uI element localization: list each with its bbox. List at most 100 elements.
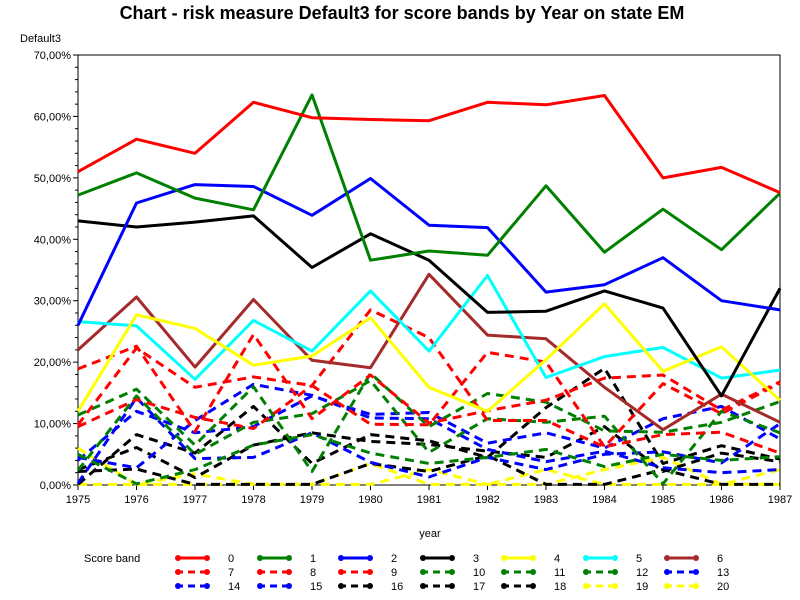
legend-item-16: 16 (338, 581, 403, 593)
legend-item-9: 9 (338, 567, 397, 579)
legend-marker (367, 569, 373, 575)
x-tick-label: 1978 (241, 494, 265, 506)
legend-label-4: 4 (554, 553, 560, 565)
legend-marker (257, 569, 263, 575)
legend-marker (693, 569, 699, 575)
legend-item-0: 0 (175, 553, 234, 565)
x-tick-label: 1987 (768, 494, 792, 506)
legend-marker (175, 583, 181, 589)
series-line-11 (76, 379, 781, 486)
y-tick-label: 40,00% (34, 234, 72, 246)
legend-marker (175, 555, 181, 561)
legend-marker (693, 583, 699, 589)
legend-marker (449, 555, 455, 561)
legend-marker (664, 569, 670, 575)
legend-item-17: 17 (420, 581, 485, 593)
legend-label-13: 13 (717, 567, 729, 579)
y-axis-label: Default3 (20, 33, 61, 45)
legend-item-6: 6 (664, 553, 723, 565)
chart-title: Chart - risk measure Default3 for score … (120, 3, 685, 23)
y-tick-label: 0,00% (40, 480, 71, 492)
series-line-1 (77, 93, 782, 262)
x-tick-label: 1977 (183, 494, 207, 506)
legend-label-15: 15 (310, 581, 322, 593)
legend-label-19: 19 (636, 581, 648, 593)
series-line-7 (77, 333, 781, 434)
legend-item-11: 11 (501, 567, 565, 579)
series-line-16 (77, 366, 781, 486)
series-line-17 (77, 425, 781, 480)
legend-marker (449, 569, 455, 575)
legend-marker (664, 583, 670, 589)
x-tick-label: 1982 (475, 494, 499, 506)
legend-marker (420, 569, 426, 575)
legend-label-1: 1 (310, 553, 316, 565)
legend-marker (338, 555, 344, 561)
y-tick-label: 20,00% (34, 357, 72, 369)
series-line-14 (76, 396, 781, 485)
series-line-15 (77, 382, 781, 475)
series-line-2 (76, 177, 781, 326)
legend-marker (501, 555, 507, 561)
legend-marker (612, 569, 618, 575)
legend-label-20: 20 (717, 581, 729, 593)
legend-marker (420, 555, 426, 561)
legend-label-12: 12 (636, 567, 648, 579)
legend-title: Score band (84, 553, 140, 565)
legend-marker (449, 583, 455, 589)
x-tick-label: 1975 (66, 494, 90, 506)
y-axis: 0,00% 10,00% 20,00% 30,00% 40,00% 50,00% 60,00… (34, 50, 78, 492)
legend-label-16: 16 (391, 581, 403, 593)
legend-marker (583, 569, 589, 575)
legend-label-14: 14 (228, 581, 240, 593)
legend-label-0: 0 (228, 553, 234, 565)
legend-marker (257, 555, 263, 561)
x-axis-label: year (419, 528, 441, 540)
legend-item-7: 7 (175, 567, 234, 579)
legend-label-8: 8 (310, 567, 316, 579)
legend-label-9: 9 (391, 567, 397, 579)
legend-marker (338, 569, 344, 575)
legend-marker (530, 569, 536, 575)
legend-label-5: 5 (636, 553, 642, 565)
legend-item-15: 15 (257, 581, 322, 593)
x-tick-label: 1976 (124, 494, 148, 506)
legend-label-11: 11 (554, 567, 565, 579)
legend-item-3: 3 (420, 553, 479, 565)
legend-marker (286, 583, 292, 589)
y-tick-label: 30,00% (34, 296, 72, 308)
x-tick-label: 1984 (592, 494, 616, 506)
legend-label-3: 3 (473, 553, 479, 565)
legend-item-19: 19 (583, 581, 648, 593)
series-line-9 (77, 308, 781, 455)
series-line-18 (77, 454, 780, 486)
legend-marker (367, 555, 373, 561)
series-layer (76, 93, 782, 486)
legend-item-18: 18 (501, 581, 566, 593)
y-tick-label: 50,00% (34, 173, 72, 185)
x-tick-label: 1979 (300, 494, 324, 506)
x-tick-label: 1981 (417, 494, 441, 506)
series-line-4 (76, 302, 782, 413)
legend-label-18: 18 (554, 581, 566, 593)
legend-item-5: 5 (583, 553, 642, 565)
legend-item-20: 20 (664, 581, 729, 593)
legend-marker (583, 583, 589, 589)
legend-item-13: 13 (664, 567, 729, 579)
series-line-0 (77, 94, 781, 194)
legend-marker (530, 583, 536, 589)
x-tick-label: 1980 (358, 494, 382, 506)
x-tick-label: 1986 (709, 494, 733, 506)
series-line-19 (77, 446, 780, 486)
x-axis: 1975 1976 1977 1978 1979 1980 1981 1982 1983 1984… (66, 485, 792, 506)
legend-marker (286, 555, 292, 561)
legend-marker (501, 569, 507, 575)
legend-marker (420, 583, 426, 589)
legend-marker (664, 555, 670, 561)
x-tick-label: 1983 (534, 494, 558, 506)
legend-item-14: 14 (175, 581, 240, 593)
legend-marker (286, 569, 292, 575)
legend-marker (501, 583, 507, 589)
legend-marker (583, 555, 589, 561)
legend-label-2: 2 (391, 553, 397, 565)
